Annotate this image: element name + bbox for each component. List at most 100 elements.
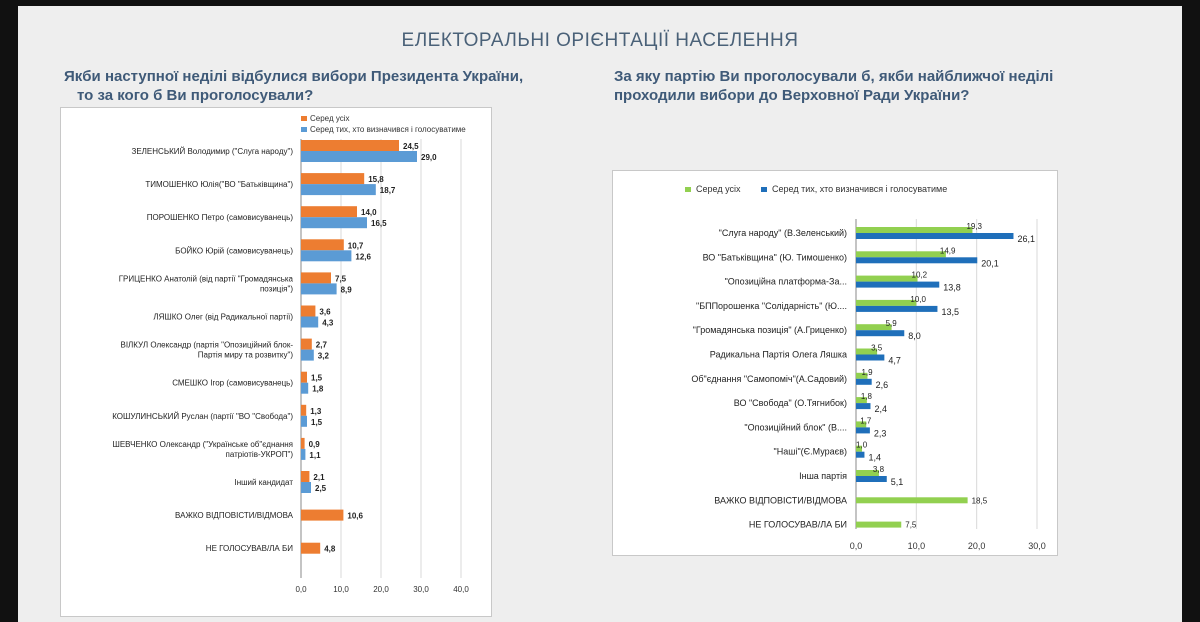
top-bar <box>0 0 1200 6</box>
data-label-all: 1,9 <box>861 368 873 377</box>
bar-all <box>856 470 879 476</box>
data-label-decided: 8,0 <box>908 331 921 341</box>
bar-all <box>856 348 878 355</box>
category-label: патріотів-УКРОП") <box>225 450 293 459</box>
data-label-all: 2,1 <box>313 473 325 482</box>
category-label: "Слуга народу" (В.Зеленський) <box>719 228 847 238</box>
bar-all <box>856 299 917 306</box>
data-label-all: 19,3 <box>966 222 982 231</box>
bar-decided <box>301 151 417 162</box>
data-label-all: 3,6 <box>319 308 331 317</box>
category-label: Партія миру та розвитку") <box>198 351 294 360</box>
data-label-decided: 16,5 <box>371 219 387 228</box>
data-label-decided: 1,4 <box>868 453 881 463</box>
data-label-all: 1,3 <box>310 407 322 416</box>
data-label-all: 1,8 <box>861 392 873 401</box>
category-label: "Опозиційна платформа-За... <box>725 277 847 287</box>
x-tick-label: 10,0 <box>908 541 926 551</box>
left-question: Якби наступної неділі відбулися вибори П… <box>64 67 584 105</box>
bar-decided <box>856 427 870 434</box>
data-label-decided: 29,0 <box>421 153 437 162</box>
bar-all <box>856 251 946 258</box>
left-question-line2: то за кого б Ви проголосували? <box>77 87 314 104</box>
data-label-decided: 18,7 <box>380 186 396 195</box>
data-label-all: 24,5 <box>403 142 419 151</box>
category-label: "Наші"(Є.Мураєв) <box>774 447 847 457</box>
data-label-all: 1,0 <box>856 441 868 450</box>
x-tick-label: 20,0 <box>968 541 986 551</box>
bar-decided <box>856 281 940 288</box>
bar-all <box>856 275 918 282</box>
category-label: "БППорошенка "Солідарність" (Ю.... <box>696 301 847 311</box>
category-label: БОЙКО Юрій (самовисуванець) <box>175 246 293 255</box>
data-label-decided: 4,3 <box>322 319 334 328</box>
data-label-all: 3,5 <box>871 344 883 353</box>
bar-all <box>856 372 868 379</box>
bar-decided <box>301 448 306 460</box>
bar-all <box>301 371 307 383</box>
right-chart-panel: Серед усіх Серед тих, хто визначився і го… <box>612 170 1058 556</box>
data-label-all: 4,8 <box>324 545 336 554</box>
data-label-all: 0,9 <box>309 440 321 449</box>
right-question-line2: проходили вибори до Верховної Ради Украї… <box>614 87 970 104</box>
right-question: За яку партію Ви проголосували б, якби н… <box>614 67 1154 105</box>
bar-decided <box>856 233 1014 239</box>
bar-decided <box>301 250 352 262</box>
left-chart-panel: Серед усіх Серед тих, хто визначився і го… <box>60 107 492 617</box>
data-label-decided: 13,5 <box>941 307 959 317</box>
category-label: Інша партія <box>799 471 847 481</box>
data-label-all: 2,7 <box>316 341 328 350</box>
legend-label-all: Серед усіх <box>696 184 741 194</box>
left-chart: Серед усіх Серед тих, хто визначився і го… <box>112 114 469 594</box>
legend-swatch-decided <box>761 187 767 192</box>
category-label: ВІЛКУЛ Олександр (партія "Опозиційний бл… <box>121 341 294 350</box>
category-label: "Опозиційний блок" (В.... <box>744 422 847 432</box>
data-label-decided: 2,6 <box>876 380 889 390</box>
category-label: ПОРОШЕНКО Петро (самовисуванець) <box>147 213 294 222</box>
data-label-decided: 20,1 <box>981 258 999 268</box>
category-label: ШЕВЧЕНКО Олександр ("Українське об"єднан… <box>112 440 293 449</box>
category-label: КОШУЛИНСЬКИЙ Руслан (партії "ВО "Свобода… <box>112 412 293 421</box>
data-label-decided: 1,1 <box>309 451 321 460</box>
right-question-line1: За яку партію Ви проголосували б, якби н… <box>614 68 1054 85</box>
bar-all <box>301 239 344 251</box>
legend-swatch-decided <box>301 127 307 132</box>
data-label-all: 5,9 <box>886 319 898 328</box>
bar-all <box>856 324 892 331</box>
data-label-decided: 12,6 <box>355 252 371 261</box>
category-label: ТИМОШЕНКО Юлія("ВО "Батьківщина") <box>145 180 293 189</box>
category-label: ГРИЦЕНКО Анатолій (від партії "Громадянс… <box>119 274 294 283</box>
category-label: НЕ ГОЛОСУВАВ/ЛА БИ <box>206 544 293 553</box>
bar-all <box>301 140 399 151</box>
category-label: ЛЯШКО Олег (від Радикальної партії) <box>153 313 293 322</box>
bar-all <box>301 542 321 554</box>
x-tick-label: 40,0 <box>453 585 469 594</box>
bar-decided <box>301 217 367 229</box>
bar-all <box>301 404 307 416</box>
bar-decided <box>856 451 865 458</box>
page-title: ЕЛЕКТОРАЛЬНІ ОРІЄНТАЦІЇ НАСЕЛЕННЯ <box>401 30 799 51</box>
bar-decided <box>301 184 376 196</box>
data-label-decided: 26,1 <box>1017 234 1035 244</box>
bar-all <box>301 272 331 284</box>
bar-decided <box>301 482 311 493</box>
data-label-all: 15,8 <box>368 175 384 184</box>
category-label: НЕ ГОЛОСУВАВ/ЛА БИ <box>749 520 847 530</box>
data-label-all: 14,9 <box>940 246 956 255</box>
x-tick-label: 10,0 <box>333 585 349 594</box>
bar-all <box>856 445 863 452</box>
legend-label-decided: Серед тих, хто визначився і голосуватиме <box>310 125 466 134</box>
data-label-all: 18,5 <box>972 496 988 505</box>
category-label: СМЕШКО Ігор (самовисуванець) <box>172 379 293 388</box>
bar-decided <box>856 330 905 337</box>
bar-all <box>301 305 316 317</box>
bar-decided <box>856 403 871 410</box>
bar-all <box>301 509 344 521</box>
data-label-decided: 1,8 <box>312 385 324 394</box>
bar-all <box>856 521 902 528</box>
x-tick-label: 20,0 <box>373 585 389 594</box>
x-tick-label: 0,0 <box>295 585 307 594</box>
bar-all <box>301 173 365 185</box>
data-label-all: 7,5 <box>335 274 347 283</box>
bar-decided <box>856 257 978 264</box>
